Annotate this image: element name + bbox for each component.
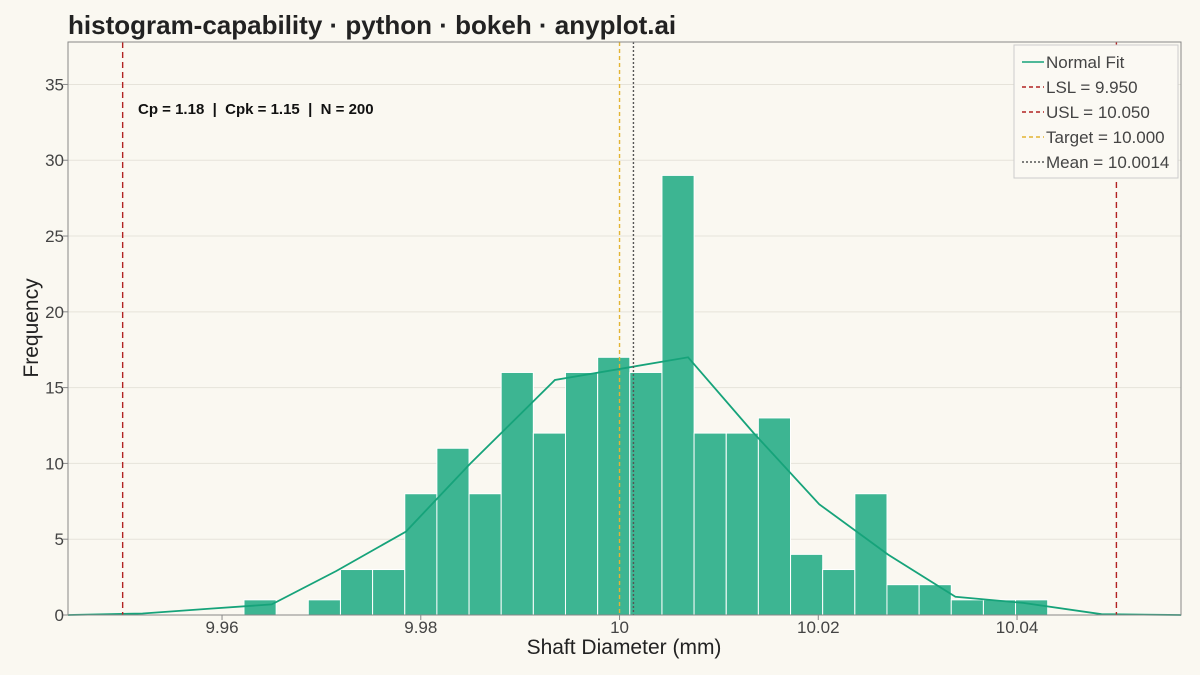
- y-tick-label: 0: [55, 606, 64, 625]
- legend-entry-label: LSL = 9.950: [1046, 78, 1138, 97]
- x-tick-label: 9.96: [205, 618, 238, 637]
- histogram-bar: [950, 599, 984, 616]
- x-tick-label: 10: [610, 618, 629, 637]
- histogram-bar: [500, 371, 534, 616]
- histogram-bar: [822, 569, 856, 616]
- y-tick-label: 5: [55, 530, 64, 549]
- histogram-bar: [372, 569, 406, 616]
- histogram-bar: [243, 599, 277, 616]
- y-axis-label: Frequency: [20, 278, 43, 378]
- x-axis-ticks: 9.96 9.98 10 10.02 10.04: [205, 615, 1038, 637]
- y-tick-label: 30: [45, 151, 64, 170]
- histogram-bar: [597, 356, 631, 616]
- histogram-bar: [725, 432, 759, 616]
- normal-fit-line: [67, 356, 1182, 616]
- histogram-bar: [757, 417, 792, 616]
- histogram-bar: [693, 432, 727, 616]
- histogram-bar: [468, 493, 502, 616]
- x-tick-label: 10.04: [996, 618, 1039, 637]
- histogram-bar: [886, 584, 920, 616]
- histogram-bars: [243, 174, 1049, 616]
- capability-annotation: Cp = 1.18 | Cpk = 1.15 | N = 200: [138, 101, 374, 118]
- x-tick-label: 9.98: [404, 618, 437, 637]
- legend-entry-label: Target = 10.000: [1046, 128, 1165, 147]
- histogram-bar: [532, 432, 567, 616]
- histogram-bar: [918, 584, 952, 616]
- histogram-bar: [339, 569, 374, 616]
- histogram-bar: [790, 553, 824, 616]
- legend-entry-label: USL = 10.050: [1046, 103, 1150, 122]
- histogram-bar: [629, 371, 663, 616]
- y-tick-label: 20: [45, 303, 64, 322]
- legend-entry-label: Mean = 10.0014: [1046, 153, 1169, 172]
- y-tick-label: 15: [45, 379, 64, 398]
- chart-title: histogram-capability · python · bokeh · …: [68, 10, 676, 40]
- x-axis-label: Shaft Diameter (mm): [527, 636, 722, 659]
- legend-entry-label: Normal Fit: [1046, 53, 1125, 72]
- histogram-bar: [661, 174, 695, 616]
- y-tick-label: 10: [45, 454, 64, 473]
- x-tick-label: 10.02: [797, 618, 840, 637]
- histogram-bar: [854, 493, 888, 616]
- histogram-bar: [404, 493, 438, 616]
- normal-fit-layer: [67, 356, 1182, 616]
- legend: Normal Fit LSL = 9.950 USL = 10.050 Target …: [1013, 44, 1179, 179]
- y-tick-label: 35: [45, 75, 64, 94]
- plot-frame: [67, 41, 1182, 616]
- histogram-bar: [436, 447, 470, 616]
- histogram-bar: [307, 599, 341, 616]
- legend-box: [1013, 44, 1179, 179]
- y-axis-ticks: 0 5 10 15 20 25 30 35: [45, 75, 68, 625]
- histogram-bar: [564, 371, 599, 616]
- y-tick-label: 25: [45, 227, 64, 246]
